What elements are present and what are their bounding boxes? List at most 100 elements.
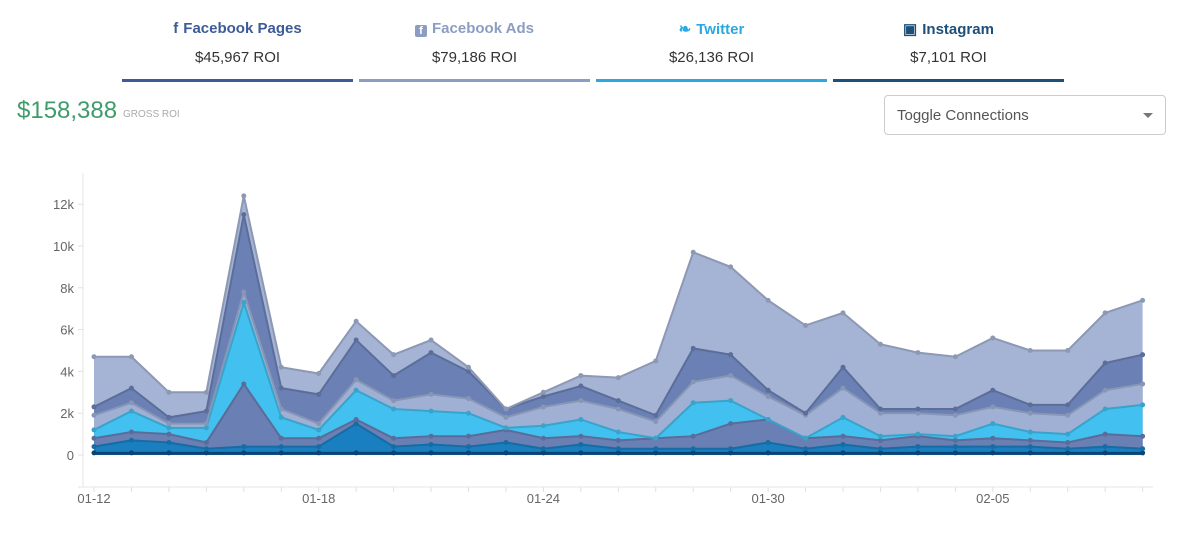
data-point [615, 398, 621, 404]
data-point [952, 437, 958, 443]
data-point [615, 375, 621, 381]
data-point [728, 446, 734, 452]
data-point [578, 383, 584, 389]
y-tick-label: 10k [53, 239, 74, 254]
data-point [391, 435, 397, 441]
data-point [915, 406, 921, 412]
data-point [128, 429, 134, 435]
data-point [540, 423, 546, 429]
tab-instagram[interactable]: ▣ Instagram $7,101 ROI [833, 0, 1064, 84]
data-point [353, 337, 359, 343]
data-point [1140, 402, 1146, 408]
data-point [353, 421, 359, 427]
data-point [1027, 410, 1033, 416]
data-point [1140, 352, 1146, 358]
tab-roi-value: $7,101 ROI [910, 49, 987, 66]
data-point [241, 444, 247, 450]
data-point [278, 385, 284, 391]
data-point [128, 385, 134, 391]
data-point [728, 373, 734, 379]
data-point [1065, 402, 1071, 408]
data-point [1102, 387, 1108, 393]
data-point [391, 373, 397, 379]
data-point [990, 387, 996, 393]
data-point [316, 435, 322, 441]
data-point [503, 450, 509, 456]
data-point [540, 435, 546, 441]
data-point [653, 412, 659, 418]
data-point [391, 406, 397, 412]
data-point [765, 393, 771, 399]
data-point [1027, 429, 1033, 435]
data-point [203, 450, 209, 456]
data-point [877, 410, 883, 416]
data-point [278, 450, 284, 456]
data-point [1102, 310, 1108, 316]
data-point [166, 425, 172, 431]
data-point [128, 354, 134, 360]
data-point [353, 377, 359, 383]
x-tick-label: 01-30 [751, 491, 784, 506]
data-point [877, 450, 883, 456]
data-point [578, 398, 584, 404]
data-point [1140, 450, 1146, 456]
y-tick-label: 2k [60, 406, 74, 421]
data-point [840, 385, 846, 391]
gross-roi-value: $158,388 [17, 97, 118, 124]
data-point [466, 410, 471, 416]
data-point [990, 450, 996, 456]
data-point [653, 446, 659, 452]
data-point [840, 310, 846, 316]
data-point [540, 393, 546, 399]
tab-facebook-pages[interactable]: f Facebook Pages $45,967 ROI [122, 0, 353, 84]
data-point [466, 450, 471, 456]
data-point [428, 337, 434, 343]
data-point [91, 427, 97, 433]
data-point [1065, 412, 1071, 418]
data-point [653, 450, 659, 456]
data-point [466, 396, 471, 402]
data-point [540, 389, 546, 395]
data-point [1027, 402, 1033, 408]
data-point [466, 444, 471, 450]
data-point [728, 450, 734, 456]
data-point [653, 419, 659, 425]
data-point [1027, 348, 1033, 353]
data-point [915, 410, 921, 416]
data-point [353, 450, 359, 456]
data-point [915, 350, 921, 356]
tab-roi-value: $79,186 ROI [431, 49, 518, 66]
data-point [990, 404, 996, 410]
data-point [203, 446, 209, 452]
tab-twitter[interactable]: ❧ Twitter $26,136 ROI [596, 0, 827, 84]
y-tick-label: 12k [53, 197, 74, 212]
tab-underline [122, 79, 353, 82]
data-point [1102, 360, 1108, 366]
y-tick-label: 4k [60, 364, 74, 379]
data-point [1065, 348, 1071, 353]
tab-facebook-ads[interactable]: f Facebook Ads $79,186 ROI [359, 0, 590, 84]
data-point [391, 444, 397, 450]
data-point [728, 421, 734, 427]
x-tick-label: 01-24 [527, 491, 560, 506]
x-tick-label: 02-05 [976, 491, 1009, 506]
data-point [241, 381, 247, 387]
data-point [241, 289, 247, 295]
data-point [877, 446, 883, 452]
area-series-2 [94, 423, 1143, 455]
data-point [353, 318, 359, 324]
y-tick-label: 8k [60, 281, 74, 296]
data-point [1140, 381, 1146, 387]
tab-roi-value: $45,967 ROI [194, 49, 281, 66]
data-point [765, 439, 771, 445]
data-point [803, 410, 809, 416]
data-point [166, 389, 172, 395]
data-point [615, 429, 621, 435]
data-point [765, 387, 771, 393]
data-point [1027, 444, 1033, 450]
data-point [203, 421, 209, 427]
data-point [952, 433, 958, 439]
toggle-connections-dropdown[interactable]: Toggle Connections [884, 95, 1166, 135]
data-point [316, 391, 322, 397]
data-point [428, 391, 434, 397]
